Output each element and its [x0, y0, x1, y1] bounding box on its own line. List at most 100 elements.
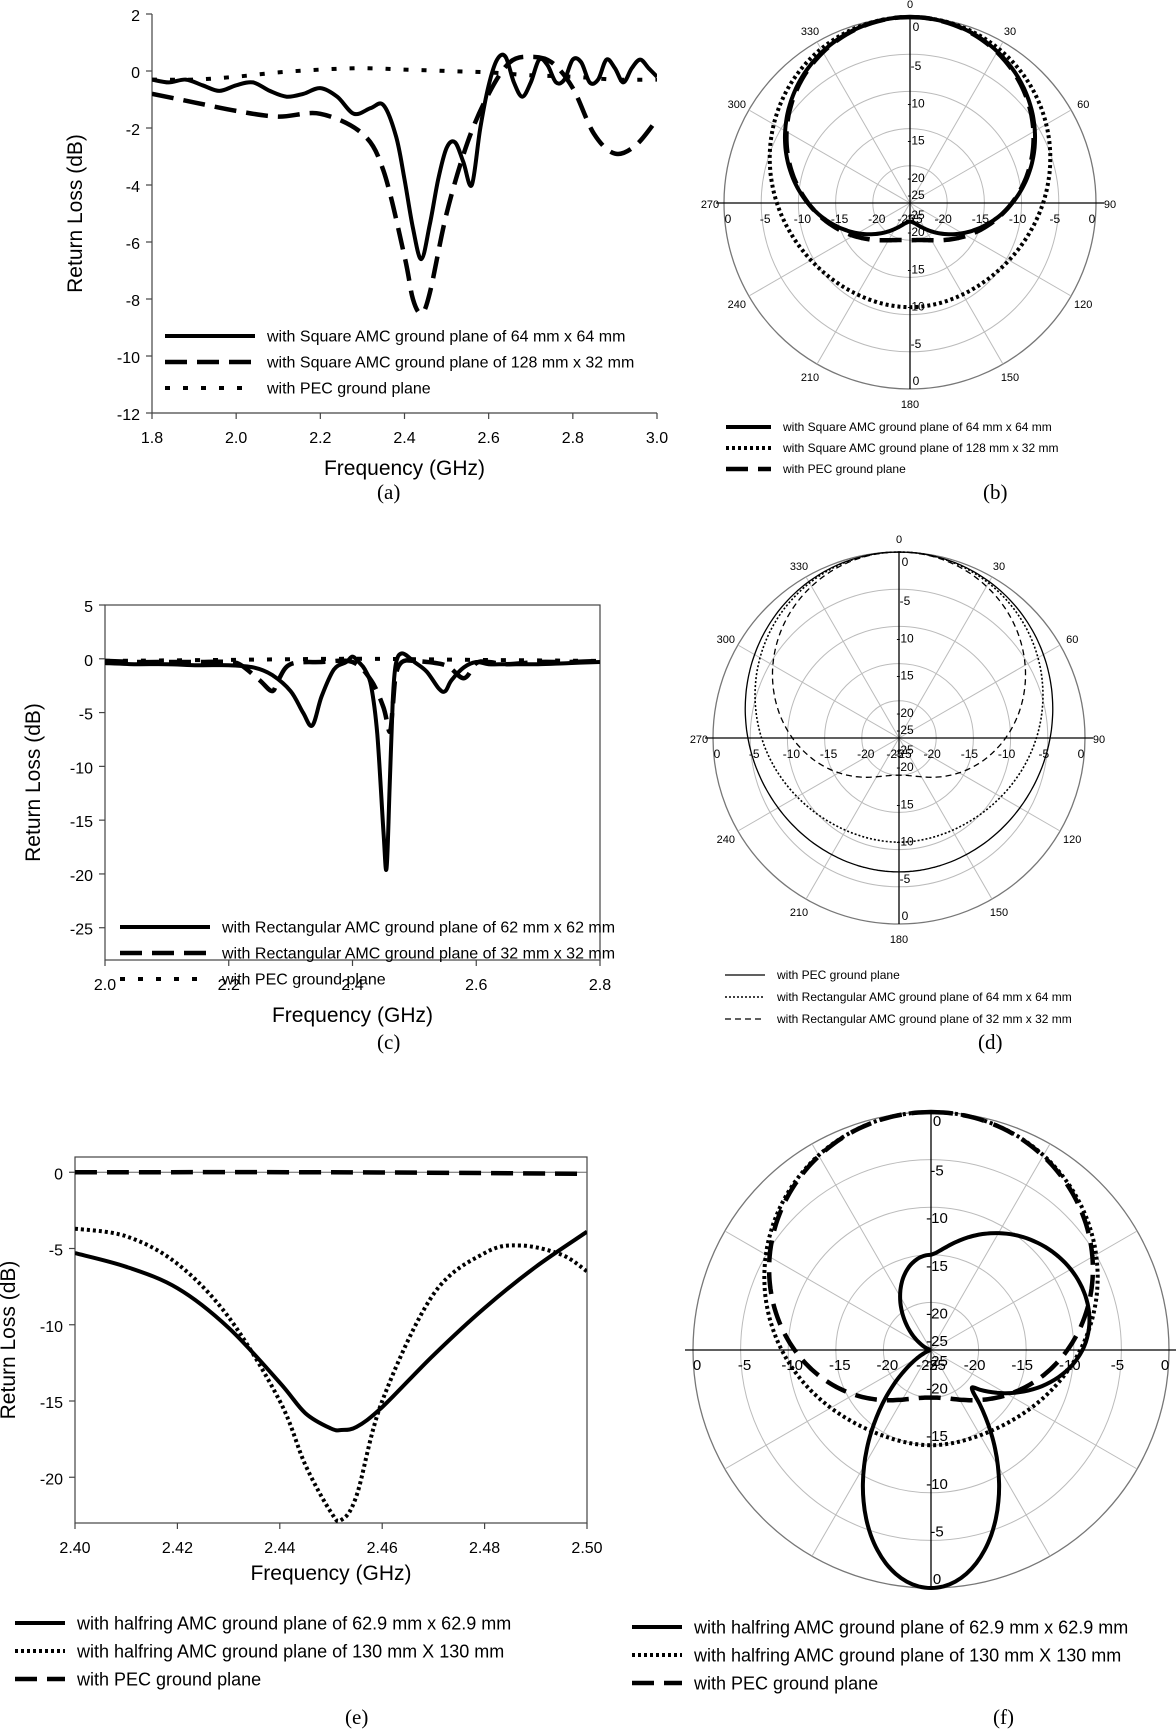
chart-c-series-1: [105, 658, 600, 735]
chart-b-radial-label-top-2: -10: [907, 96, 925, 110]
chart-d-radial-label-bottom-3: -15: [896, 797, 914, 811]
chart-c-legend-label-0: with Rectangular AMC ground plane of 62 …: [221, 920, 615, 937]
chart-d-angle-label-4: 120: [1063, 834, 1081, 846]
chart-a-ytick-label-1: 0: [131, 65, 140, 82]
chart-d-angle-label-3: 90: [1093, 734, 1105, 746]
chart-d-radial-label-top-5: -25: [896, 743, 914, 757]
chart-e-ytick-label-1: -5: [49, 1243, 63, 1260]
chart-d-radial-label-right-5: -25: [886, 747, 904, 761]
chart-e: 0 -5 -10 -15 -20 2.40 2.42 2.44 2.46 2.48 2.50 Freq…: [0, 1156, 603, 1689]
chart-c-xtick-label-0: 2.0: [94, 977, 116, 994]
chart-f-radial-label-bottom-4: -20: [926, 1381, 948, 1398]
chart-d-radial-label-right-4: -20: [924, 747, 942, 761]
chart-a-xtick-label-1: 2.0: [225, 430, 247, 447]
chart-f-radial-label-bottom-3: -15: [926, 1428, 948, 1445]
chart-e-xlabel: Frequency (GHz): [250, 1562, 411, 1585]
chart-b-radial-label-bottom-1: -5: [911, 337, 922, 351]
chart-b-legend-label-0: with Square AMC ground plane of 64 mm x …: [782, 420, 1052, 434]
chart-f-radial-label-left-1: -5: [738, 1357, 751, 1374]
chart-b-angle-label-6: 180: [901, 399, 919, 411]
chart-f-radial-label-left-0: 0: [693, 1357, 701, 1374]
chart-a-ylabel: Return Loss (dB): [64, 134, 87, 293]
chart-b-angle-label-3: 90: [1104, 199, 1116, 211]
chart-d-legend-label-2: with Rectangular AMC ground plane of 32 …: [776, 1012, 1072, 1026]
chart-f-spoke-150: [930, 1349, 1051, 1557]
chart-a-series-2: [152, 66, 657, 82]
chart-f-radial-label-left-2: -10: [781, 1357, 803, 1374]
chart-a-series-0: [152, 52, 657, 262]
chart-d-radial-label-right-3: -15: [961, 747, 979, 761]
chart-b-radial-label-right-2: -10: [1009, 212, 1027, 226]
chart-b-radial-label-top-1: -5: [911, 59, 922, 73]
chart-e-legend-label-2: with PEC ground plane: [76, 1669, 261, 1689]
chart-d-radial-label-bottom-5: -25: [896, 723, 914, 737]
chart-b-spoke-330: [816, 41, 911, 204]
chart-b-radial-label-top-5: -25: [907, 208, 925, 222]
chart-d-angle-label-0: 0: [896, 534, 902, 546]
chart-a-legend-label-0: with Square AMC ground plane of 64 mm x …: [266, 329, 625, 346]
chart-b-series-1: [767, 14, 1053, 310]
chart-a-legend-label-1: with Square AMC ground plane of 128 mm x…: [266, 355, 634, 372]
chart-c-series-0: [105, 651, 600, 872]
chart-d-radial-label-left-5: -25: [894, 747, 912, 761]
chart-f-radial-label-top-1: -5: [930, 1163, 943, 1180]
caption-c: (c): [377, 1030, 401, 1054]
chart-d-legend-label-1: with Rectangular AMC ground plane of 64 …: [776, 990, 1072, 1004]
chart-b-spoke-30: [909, 41, 1004, 204]
chart-f-radial-label-top-4: -20: [926, 1305, 948, 1322]
chart-d-angle-label-11: 330: [790, 561, 808, 573]
chart-e-xtick-label-2: 2.44: [264, 1540, 295, 1557]
chart-b-spoke-60: [909, 109, 1072, 204]
chart-c-legend-label-2: with PEC ground plane: [221, 972, 386, 989]
chart-d-radial-label-top-4: -20: [896, 706, 914, 720]
chart-b-angle-label-1: 30: [1004, 26, 1016, 38]
chart-f-legend-label-0: with halfring AMC ground plane of 62.9 m…: [693, 1617, 1128, 1637]
chart-f-spoke-330: [811, 1143, 932, 1351]
chart-d-radial-label-top-3: -15: [896, 669, 914, 683]
caption-a: (a): [377, 480, 401, 504]
chart-d-angle-label-8: 240: [717, 834, 735, 846]
chart-b-angle-label-7: 210: [801, 372, 819, 384]
chart-f-spoke-120: [930, 1349, 1138, 1470]
chart-e-series-0: [75, 1230, 587, 1433]
chart-d-spoke-300: [737, 644, 900, 739]
chart-c-legend-label-1: with Rectangular AMC ground plane of 32 …: [221, 946, 615, 963]
chart-f-spoke-300: [724, 1230, 932, 1351]
chart-d-radial-label-left-0: 0: [714, 747, 721, 761]
chart-d-spoke-150: [898, 737, 993, 900]
chart-b-angle-label-4: 120: [1074, 299, 1092, 311]
chart-b-spoke-120: [909, 202, 1072, 297]
chart-f-radial-label-left-4: -20: [877, 1357, 899, 1374]
chart-a-ytick-label-3: -4: [126, 179, 140, 196]
chart-b-radial-label-left-2: -10: [794, 212, 812, 226]
chart-a-ytick-label-6: -10: [117, 350, 140, 367]
chart-b-angle-label-10: 300: [728, 99, 746, 111]
chart-b-radial-label-left-1: -5: [760, 212, 771, 226]
chart-f-radial-label-bottom-1: -5: [930, 1523, 943, 1540]
chart-d-angle-label-1: 30: [993, 561, 1005, 573]
chart-b-angle-label-5: 150: [1001, 372, 1019, 384]
chart-b-radial-label-top-4: -20: [907, 171, 925, 185]
chart-d-spoke-210: [805, 737, 900, 900]
chart-d-angle-label-6: 180: [890, 934, 908, 946]
chart-b-radial-label-right-4: -20: [935, 212, 953, 226]
chart-f-radial-label-bottom-5: -25: [926, 1333, 948, 1350]
chart-b-radial-label-right-0: 0: [1089, 212, 1096, 226]
chart-d-series-0: [744, 551, 1054, 873]
chart-b-radial-label-right-3: -15: [972, 212, 990, 226]
chart-b-spoke-300: [748, 109, 911, 204]
chart-f-radial-label-top-2: -10: [926, 1210, 948, 1227]
chart-b-angle-label-9: 270: [701, 199, 719, 211]
chart-d-spoke-330: [805, 576, 900, 739]
chart-d-legend-label-0: with PEC ground plane: [776, 968, 900, 982]
chart-c-xlabel: Frequency (GHz): [272, 1004, 433, 1027]
chart-b-radial-label-left-0: 0: [725, 212, 732, 226]
chart-d-angle-label-5: 150: [990, 907, 1008, 919]
chart-d-spoke-60: [898, 644, 1061, 739]
chart-f-legend-label-2: with PEC ground plane: [693, 1673, 878, 1693]
chart-e-ytick-label-0: 0: [54, 1166, 63, 1183]
chart-f-spoke-240: [724, 1349, 932, 1470]
chart-d-series-1: [754, 551, 1044, 844]
